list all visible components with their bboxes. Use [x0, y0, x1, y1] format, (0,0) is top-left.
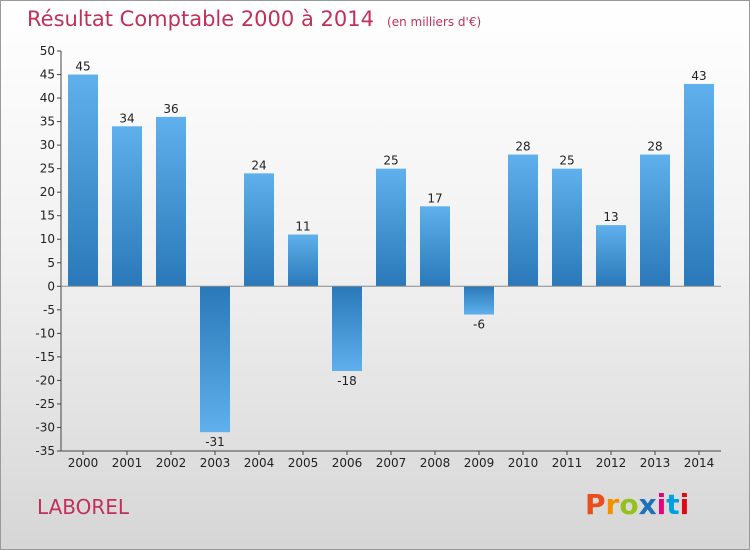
x-tick-label: 2004 — [244, 456, 275, 470]
data-label-2003: -31 — [205, 435, 225, 449]
x-tick-label: 2010 — [508, 456, 539, 470]
bar-2003 — [200, 286, 230, 433]
data-label-2000: 45 — [75, 60, 90, 74]
y-tick-label: 15 — [40, 209, 55, 223]
brand-letter: r — [605, 488, 620, 521]
brand-letter: x — [638, 488, 657, 521]
bar-2005 — [288, 234, 318, 287]
x-tick-label: 2011 — [552, 456, 583, 470]
x-tick-label: 2003 — [200, 456, 231, 470]
y-tick-label: 45 — [40, 68, 55, 82]
x-tick-label: 2006 — [332, 456, 363, 470]
y-tick-label: 0 — [47, 279, 55, 293]
chart-subtitle: (en milliers d'€) — [387, 15, 482, 29]
data-label-2013: 28 — [647, 140, 662, 154]
y-tick-label: 40 — [40, 91, 55, 105]
y-tick-label: -30 — [35, 420, 55, 434]
x-tick-label: 2014 — [684, 456, 715, 470]
bar-2002 — [156, 116, 186, 287]
brand-letter: o — [619, 488, 639, 521]
brand-letter: i — [679, 488, 690, 521]
bar-2009 — [464, 286, 494, 315]
bar-2008 — [420, 206, 450, 287]
brand-letter: P — [585, 488, 606, 521]
bar-2001 — [112, 126, 142, 287]
y-tick-label: 20 — [40, 185, 55, 199]
data-label-2014: 43 — [691, 69, 706, 83]
data-label-2007: 25 — [383, 154, 398, 168]
y-tick-label: 25 — [40, 162, 55, 176]
bar-2013 — [640, 154, 670, 287]
bar-2012 — [596, 225, 626, 287]
data-label-2009: -6 — [473, 318, 485, 332]
bar-2011 — [552, 168, 582, 287]
x-tick-label: 2005 — [288, 456, 319, 470]
x-tick-label: 2013 — [640, 456, 671, 470]
data-label-2002: 36 — [163, 102, 178, 116]
bar-2006 — [332, 286, 362, 371]
data-label-2010: 28 — [515, 140, 530, 154]
x-tick-label: 2007 — [376, 456, 407, 470]
y-tick-label: -15 — [35, 350, 55, 364]
y-tick-label: -5 — [43, 303, 55, 317]
y-tick-label: 10 — [40, 232, 55, 246]
x-tick-label: 2002 — [156, 456, 187, 470]
data-label-2004: 24 — [251, 158, 266, 172]
x-tick-label: 2012 — [596, 456, 627, 470]
commune-name: LABOREL — [37, 495, 130, 519]
data-label-2006: -18 — [337, 374, 357, 388]
chart-title: Résultat Comptable 2000 à 2014 — [27, 7, 374, 31]
bar-2010 — [508, 154, 538, 287]
data-label-2012: 13 — [603, 210, 618, 224]
y-tick-label: -20 — [35, 373, 55, 387]
data-label-2011: 25 — [559, 154, 574, 168]
bar-2004 — [244, 173, 274, 287]
x-tick-label: 2008 — [420, 456, 451, 470]
brand-letter: t — [666, 488, 680, 521]
data-label-2008: 17 — [427, 191, 442, 205]
y-tick-label: 30 — [40, 138, 55, 152]
title-row: Résultat Comptable 2000 à 2014 (en milli… — [27, 7, 481, 31]
brand-logo: Proxiti — [585, 488, 689, 521]
data-label-2001: 34 — [119, 111, 134, 125]
y-tick-label: -25 — [35, 397, 55, 411]
y-tick-label: -10 — [35, 326, 55, 340]
bar-2000 — [68, 74, 98, 287]
bar-2007 — [376, 168, 406, 287]
x-tick-label: 2009 — [464, 456, 495, 470]
y-tick-label: -35 — [35, 444, 55, 458]
brand-letter: i — [656, 488, 667, 521]
x-tick-label: 2000 — [68, 456, 99, 470]
data-label-2005: 11 — [295, 220, 310, 234]
y-tick-label: 35 — [40, 115, 55, 129]
bar-2014 — [684, 83, 714, 287]
y-tick-label: 50 — [40, 44, 55, 58]
x-tick-label: 2001 — [112, 456, 143, 470]
y-tick-label: 5 — [47, 256, 55, 270]
